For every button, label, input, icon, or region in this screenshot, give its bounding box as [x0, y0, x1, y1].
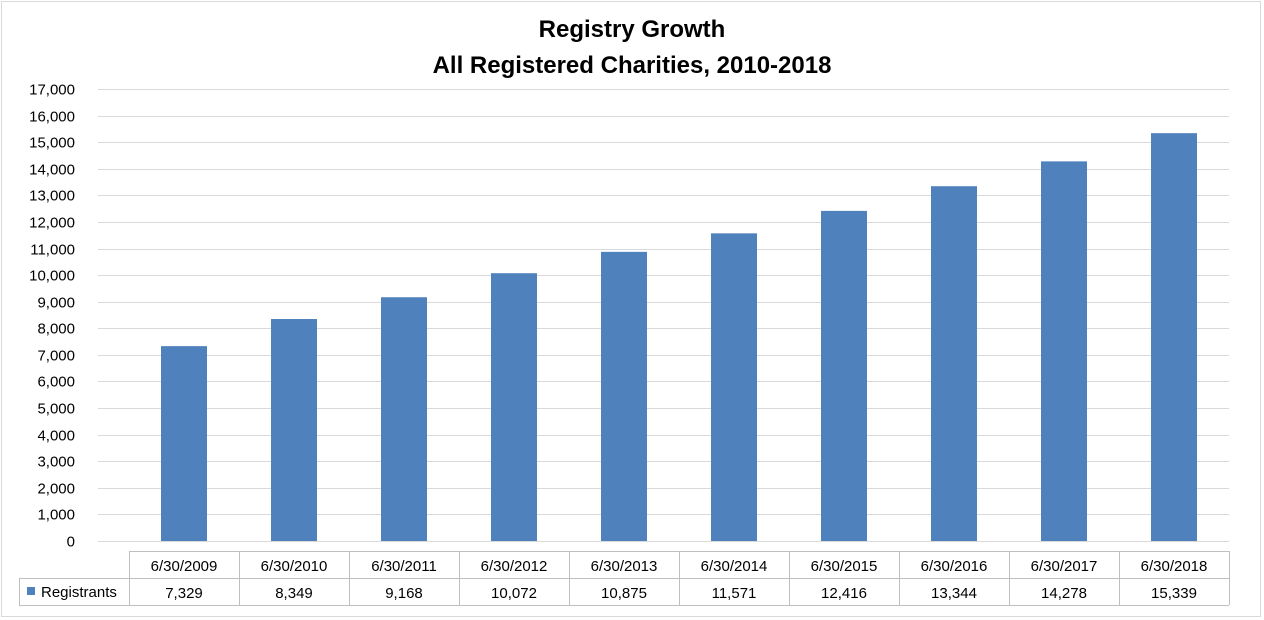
x-tick-label: 6/30/2015 [811, 558, 878, 575]
bar [931, 186, 977, 541]
y-tick-label: 11,000 [30, 242, 75, 259]
bar [711, 233, 757, 541]
y-tick-label: 12,000 [29, 215, 75, 232]
x-tick-label: 6/30/2010 [261, 558, 328, 575]
legend-key [27, 587, 35, 595]
y-axis-tick-labels: 0 1,000 2,000 3,000 4,000 5,000 6,000 7,000 8,00… [29, 82, 75, 551]
bar [601, 251, 647, 541]
bar [821, 210, 867, 541]
data-label: 8,349 [275, 585, 313, 602]
y-tick-label: 10,000 [29, 268, 75, 285]
y-tick-label: 7,000 [37, 348, 75, 365]
data-label: 14,278 [1041, 585, 1087, 602]
bar-series [161, 133, 1197, 541]
legend-label: Registrants [41, 584, 117, 601]
x-tick-label: 6/30/2012 [481, 558, 548, 575]
data-label: 10,072 [491, 585, 537, 602]
y-tick-label: 8,000 [37, 321, 75, 338]
y-tick-label: 0 [67, 534, 75, 551]
data-label: 12,416 [821, 585, 867, 602]
y-tick-label: 16,000 [29, 109, 75, 126]
y-tick-label: 2,000 [37, 481, 75, 498]
chart-title: Registry Growth [538, 16, 726, 43]
bar [1041, 161, 1087, 541]
x-tick-label: 6/30/2017 [1031, 558, 1098, 575]
x-tick-label: 6/30/2016 [921, 558, 988, 575]
bar [271, 319, 317, 541]
y-tick-label: 9,000 [37, 295, 75, 312]
x-tick-label: 6/30/2018 [1141, 558, 1208, 575]
x-tick-label: 6/30/2011 [371, 558, 437, 575]
bar [381, 297, 427, 541]
data-label: 9,168 [385, 585, 423, 602]
y-tick-label: 15,000 [29, 135, 75, 152]
y-tick-label: 14,000 [29, 162, 75, 179]
x-tick-label: 6/30/2014 [701, 558, 768, 575]
chart-subtitle: All Registered Charities, 2010-2018 [432, 52, 832, 79]
y-tick-label: 3,000 [37, 454, 75, 471]
data-table: 6/30/2009 7,329 6/30/2010 8,349 6/30/2011 9,1… [19, 551, 1230, 606]
data-label: 10,875 [601, 585, 647, 602]
x-tick-label: 6/30/2013 [591, 558, 658, 575]
y-tick-label: 1,000 [37, 507, 75, 524]
bar [161, 346, 207, 541]
y-tick-label: 4,000 [37, 428, 75, 445]
y-tick-label: 17,000 [29, 82, 75, 99]
data-label: 13,344 [931, 585, 977, 602]
y-tick-label: 13,000 [29, 188, 75, 205]
data-label: 15,339 [1151, 585, 1197, 602]
x-tick-label: 6/30/2009 [151, 558, 218, 575]
data-label: 7,329 [165, 585, 203, 602]
bar [1151, 133, 1197, 541]
y-tick-label: 6,000 [37, 374, 75, 391]
data-label: 11,571 [712, 585, 757, 602]
y-tick-label: 5,000 [37, 401, 75, 418]
bar [491, 273, 537, 541]
